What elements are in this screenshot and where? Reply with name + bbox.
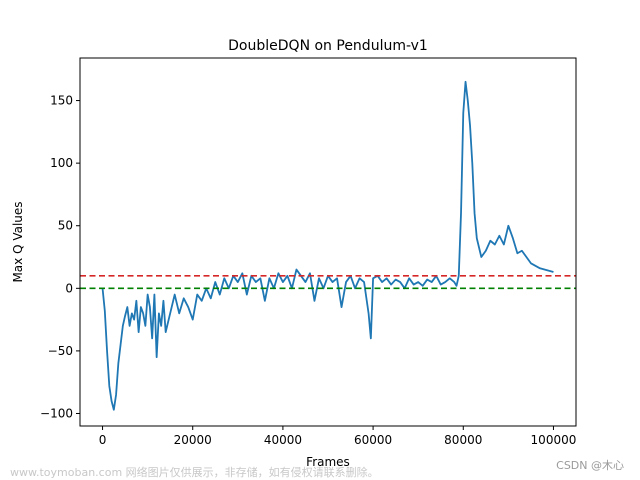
reference-lines xyxy=(80,274,576,290)
axes-frame xyxy=(79,57,577,427)
x-axis-ticks: 0 20000 40000 60000 80000 100000 xyxy=(99,426,577,447)
x-axis-label: Frames xyxy=(306,455,350,469)
y-tick-label: 50 xyxy=(58,219,73,233)
y-tick-label: 100 xyxy=(50,156,73,170)
x-tick-label: 100000 xyxy=(531,433,577,447)
y-axis-ticks: −100 −50 0 50 100 150 xyxy=(40,94,80,420)
x-tick-label: 60000 xyxy=(354,433,392,447)
y-tick-label: 150 xyxy=(50,94,73,108)
watermark-text: www.toymoban.com 网络图片仅供展示，非存储，如有侵权请联系删除。 xyxy=(10,465,379,479)
plot-layer xyxy=(101,80,554,411)
x-tick-label: 20000 xyxy=(174,433,212,447)
plot-border xyxy=(79,57,577,427)
series-line-0 xyxy=(101,80,554,411)
y-axis-label: Max Q Values xyxy=(11,201,25,282)
y-tick-label: −50 xyxy=(48,344,73,358)
csdn-attribution: CSDN @木心 xyxy=(556,459,624,472)
x-tick-label: 0 xyxy=(99,433,107,447)
y-tick-label: 0 xyxy=(65,281,73,295)
y-tick-label: −100 xyxy=(40,406,73,420)
x-tick-label: 80000 xyxy=(444,433,482,447)
chart-title: DoubleDQN on Pendulum-v1 xyxy=(228,38,428,54)
x-tick-label: 40000 xyxy=(264,433,302,447)
